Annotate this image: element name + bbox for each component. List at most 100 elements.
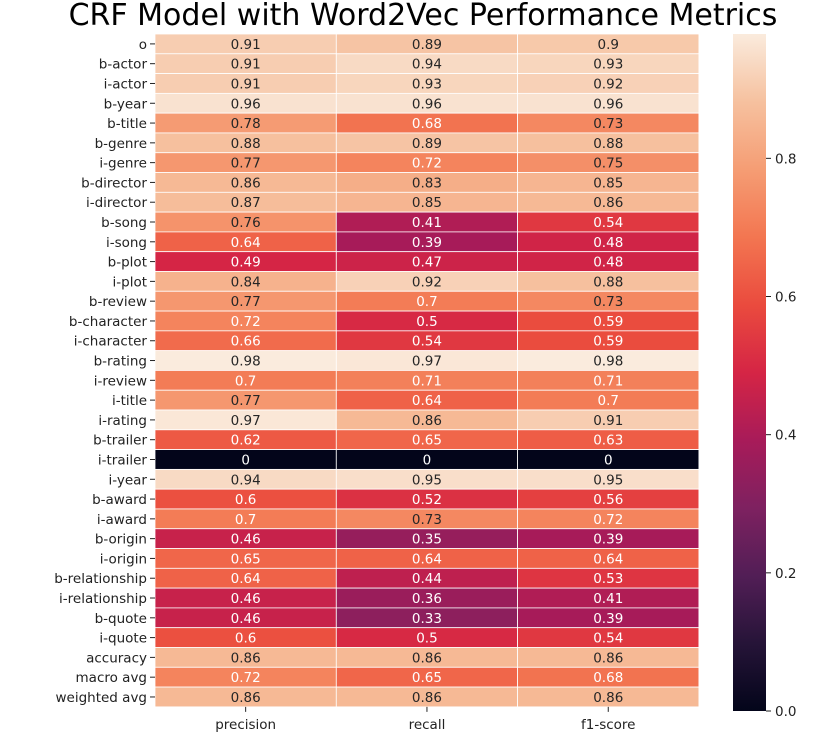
y-tick-label: b-song — [101, 215, 147, 231]
y-tick-label: i-plot — [113, 274, 148, 290]
cell-value-label: 0.53 — [593, 571, 623, 587]
chart-title: CRF Model with Word2Vec Performance Metr… — [69, 0, 778, 33]
cell-value-label: 0.6 — [235, 492, 256, 508]
colorbar-tick-label: 0.4 — [775, 428, 796, 444]
cell-value-label: 0.77 — [231, 156, 261, 172]
x-tick-label: recall — [409, 717, 446, 733]
cell-value-label: 0.6 — [235, 631, 256, 647]
cell-value-label: 0.89 — [412, 136, 442, 152]
cell-value-label: 0.88 — [593, 274, 623, 290]
cell-value-label: 0.71 — [593, 373, 623, 389]
cell-value-label: 0.36 — [412, 591, 442, 607]
cell-value-label: 0.64 — [412, 551, 442, 567]
cell-value-label: 0.66 — [231, 334, 261, 350]
cell-value-label: 0.96 — [412, 96, 442, 112]
cell-value-label: 0.46 — [231, 591, 261, 607]
cell-value-label: 0.41 — [412, 215, 442, 231]
cell-value-label: 0.86 — [593, 650, 623, 666]
cell-value-label: 0.86 — [412, 690, 442, 706]
colorbar-tick-label: 0.0 — [775, 704, 796, 720]
cell-value-label: 0.7 — [598, 393, 619, 409]
y-tick-label: i-award — [97, 512, 147, 528]
cell-value-label: 0.77 — [231, 393, 261, 409]
colorbar-tick-label: 0.2 — [775, 566, 796, 582]
cell-value-label: 0.93 — [412, 76, 442, 92]
cell-value-label: 0.7 — [235, 373, 256, 389]
cell-value-label: 0.98 — [593, 354, 623, 370]
cell-value-label: 0.39 — [593, 611, 623, 627]
cell-value-label: 0.91 — [231, 57, 261, 73]
heatmap-cells — [154, 33, 700, 708]
cell-value-label: 0.93 — [593, 57, 623, 73]
cell-value-label: 0.65 — [412, 433, 442, 449]
colorbar-tick-label: 0.6 — [775, 290, 796, 306]
cell-value-label: 0.35 — [412, 532, 442, 548]
y-tick-label: weighted avg — [55, 690, 147, 706]
cell-value-label: 0.86 — [593, 690, 623, 706]
cell-value-label: 0.88 — [231, 136, 261, 152]
cell-value-label: 0.65 — [231, 551, 261, 567]
y-tick-label: b-origin — [95, 532, 147, 548]
cell-value-label: 0.94 — [231, 472, 261, 488]
cell-value-label: 0.97 — [231, 413, 261, 429]
y-tick-label: b-review — [89, 294, 147, 310]
cell-value-label: 0.72 — [231, 314, 261, 330]
cell-value-label: 0.71 — [412, 373, 442, 389]
cell-value-label: 0.64 — [412, 393, 442, 409]
cell-value-label: 0.33 — [412, 611, 442, 627]
cell-value-label: 0.64 — [593, 551, 623, 567]
y-tick-label: b-genre — [95, 136, 147, 152]
cell-value-label: 0.96 — [231, 96, 261, 112]
cell-value-label: 0.86 — [231, 690, 261, 706]
cell-value-label: 0.64 — [231, 235, 261, 251]
y-tick-label: b-quote — [95, 611, 147, 627]
x-tick-label: f1-score — [581, 717, 636, 733]
cell-value-label: 0.95 — [593, 472, 623, 488]
cell-value-label: 0.73 — [593, 294, 623, 310]
cell-value-label: 0.91 — [231, 37, 261, 53]
cell-value-label: 0.5 — [416, 631, 437, 647]
cell-value-label: 0.48 — [593, 235, 623, 251]
cell-value-label: 0.72 — [231, 670, 261, 686]
y-tick-label: b-trailer — [93, 433, 147, 449]
cell-value-label: 0.94 — [412, 57, 442, 73]
cell-value-label: 0.54 — [593, 215, 623, 231]
y-tick-label: b-title — [107, 116, 147, 132]
cell-value-label: 0.73 — [593, 116, 623, 132]
cell-value-label: 0.77 — [231, 294, 261, 310]
y-tick-label: accuracy — [86, 650, 147, 666]
cell-value-label: 0.5 — [416, 314, 437, 330]
cell-value-label: 0.75 — [593, 156, 623, 172]
y-tick-label: i-genre — [99, 156, 147, 172]
y-tick-label: i-director — [86, 195, 147, 211]
cell-value-label: 0.96 — [593, 96, 623, 112]
cell-value-label: 0.86 — [593, 195, 623, 211]
y-tick-label: b-plot — [108, 255, 147, 271]
cell-value-label: 0.72 — [593, 512, 623, 528]
cell-value-label: 0.78 — [231, 116, 261, 132]
cell-value-label: 0.86 — [231, 650, 261, 666]
y-tick-label: i-rating — [98, 413, 147, 429]
cell-value-label: 0.63 — [593, 433, 623, 449]
cell-value-label: 0.39 — [593, 532, 623, 548]
y-tick-label: b-director — [81, 175, 147, 191]
cell-value-label: 0.85 — [593, 175, 623, 191]
cell-value-label: 0.54 — [593, 631, 623, 647]
y-tick-label: i-trailer — [98, 452, 148, 468]
y-tick-label: i-review — [94, 373, 147, 389]
cell-value-label: 0.46 — [231, 611, 261, 627]
cell-value-label: 0.88 — [593, 136, 623, 152]
cell-value-label: 0.92 — [593, 76, 623, 92]
cell-value-label: 0.87 — [231, 195, 261, 211]
cell-value-label: 0.84 — [231, 274, 261, 290]
colorbar-gradient — [733, 34, 766, 711]
y-tick-label: b-award — [92, 492, 147, 508]
y-tick-label: i-relationship — [59, 591, 147, 607]
cell-value-label: 0.59 — [593, 314, 623, 330]
cell-value-label: 0.65 — [412, 670, 442, 686]
cell-value-label: 0 — [604, 452, 613, 468]
cell-value-label: 0.7 — [235, 512, 256, 528]
y-tick-label: b-actor — [99, 57, 148, 73]
cell-value-label: 0.7 — [416, 294, 437, 310]
